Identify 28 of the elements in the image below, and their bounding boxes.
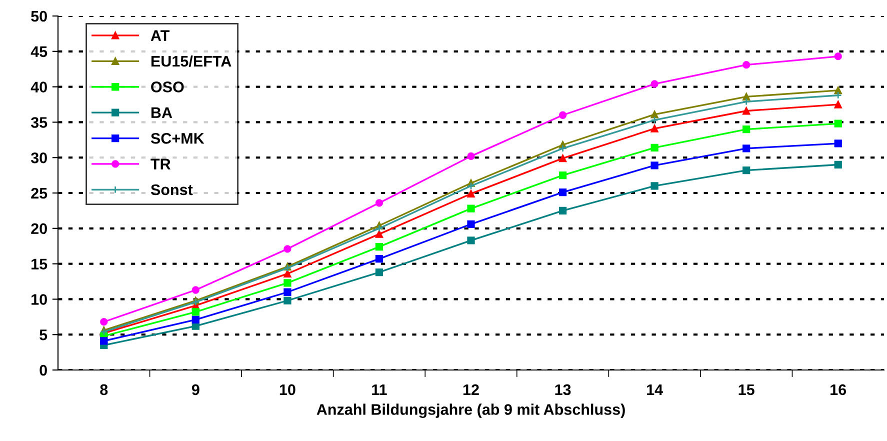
y-tick-label: 10 bbox=[32, 294, 47, 305]
x-tick-label: 12 bbox=[463, 384, 479, 395]
y-tick-label: 40 bbox=[30, 82, 47, 92]
x-tick-label: 9 bbox=[192, 384, 200, 396]
y-tick-label: 5 bbox=[40, 330, 48, 340]
y-tick-label: 20 bbox=[31, 223, 47, 234]
legend-label: TR bbox=[150, 158, 171, 170]
x-tick-label: 15 bbox=[738, 384, 754, 396]
legend-label: EU15/EFTA bbox=[151, 55, 232, 67]
y-tick-label: 15 bbox=[32, 258, 48, 270]
y-tick-label: 35 bbox=[30, 117, 48, 128]
legend-label: AT bbox=[150, 30, 170, 41]
legend-label: OSO bbox=[151, 82, 184, 92]
y-tick-label: 30 bbox=[30, 152, 47, 164]
legend-label: Sonst bbox=[150, 184, 193, 196]
x-tick-label: 8 bbox=[100, 384, 108, 396]
x-tick-label: 10 bbox=[280, 384, 296, 396]
x-tick-label: 11 bbox=[372, 384, 387, 395]
x-tick-label: 13 bbox=[555, 384, 571, 396]
y-tick-label: 50 bbox=[31, 10, 47, 22]
y-tick-label: 0 bbox=[40, 364, 47, 376]
x-tick-label: 14 bbox=[647, 384, 663, 395]
x-axis-title: Anzahl Bildungsjahre (ab 9 mit Abschluss) bbox=[316, 404, 625, 418]
y-tick-label: 45 bbox=[30, 46, 48, 58]
x-tick-label: 16 bbox=[830, 384, 846, 396]
y-tick-label: 25 bbox=[31, 188, 48, 199]
legend-label: BA bbox=[151, 107, 172, 118]
legend-label: SC+MK bbox=[150, 132, 204, 144]
